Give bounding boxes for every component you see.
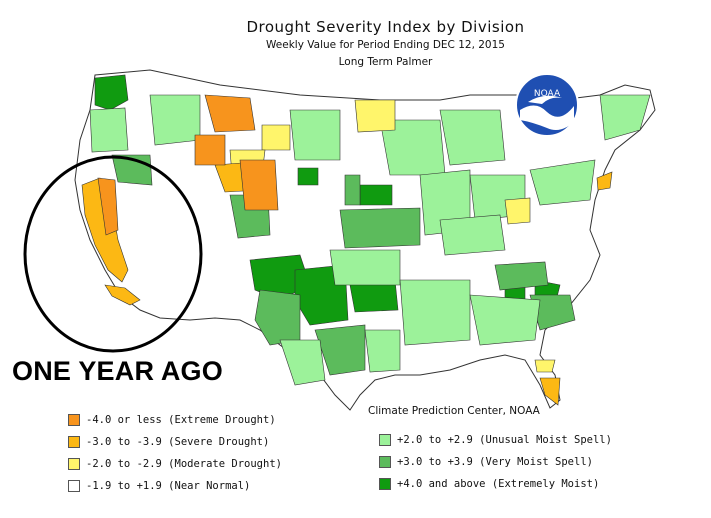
legend-swatch [379,456,391,468]
legend-label: +2.0 to +2.9 (Unusual Moist Spell) [397,434,612,446]
west-coast-circle [23,155,203,353]
legend-swatch [68,436,80,448]
noaa-logo-text: NOAA [534,89,561,99]
legend-swatch [68,480,80,492]
legend-item: -3.0 to -3.9 (Severe Drought) [68,431,282,453]
index-name: Long Term Palmer [338,56,433,68]
legend-moist: +2.0 to +2.9 (Unusual Moist Spell) +3.0 … [379,429,612,495]
legend-label: -4.0 or less (Extreme Drought) [86,414,276,426]
legend-item: -1.9 to +1.9 (Near Normal) [68,475,282,497]
legend-label: -3.0 to -3.9 (Severe Drought) [86,436,270,448]
legend-swatch [68,458,80,470]
credit-text: Climate Prediction Center, NOAA [368,405,540,417]
noaa-logo-icon: NOAA [515,73,579,137]
legend-item: -2.0 to -2.9 (Moderate Drought) [68,453,282,475]
one-year-ago-label: ONE YEAR AGO [12,356,223,386]
legend-item: +4.0 and above (Extremely Moist) [379,473,612,495]
legend-drought: -4.0 or less (Extreme Drought) -3.0 to -… [68,409,282,497]
legend-item: -4.0 or less (Extreme Drought) [68,409,282,431]
legend-swatch [68,414,80,426]
legend-item: +2.0 to +2.9 (Unusual Moist Spell) [379,429,612,451]
legend-swatch [379,434,391,446]
legend-label: +4.0 and above (Extremely Moist) [397,478,600,490]
legend-label: -2.0 to -2.9 (Moderate Drought) [86,458,282,470]
legend-label: -1.9 to +1.9 (Near Normal) [86,480,251,492]
legend-item: +3.0 to +3.9 (Very Moist Spell) [379,451,612,473]
map-title: Drought Severity Index by Division [246,18,525,36]
map-subtitle: Weekly Value for Period Ending DEC 12, 2… [266,39,505,51]
legend-label: +3.0 to +3.9 (Very Moist Spell) [397,456,593,468]
legend-swatch [379,478,391,490]
